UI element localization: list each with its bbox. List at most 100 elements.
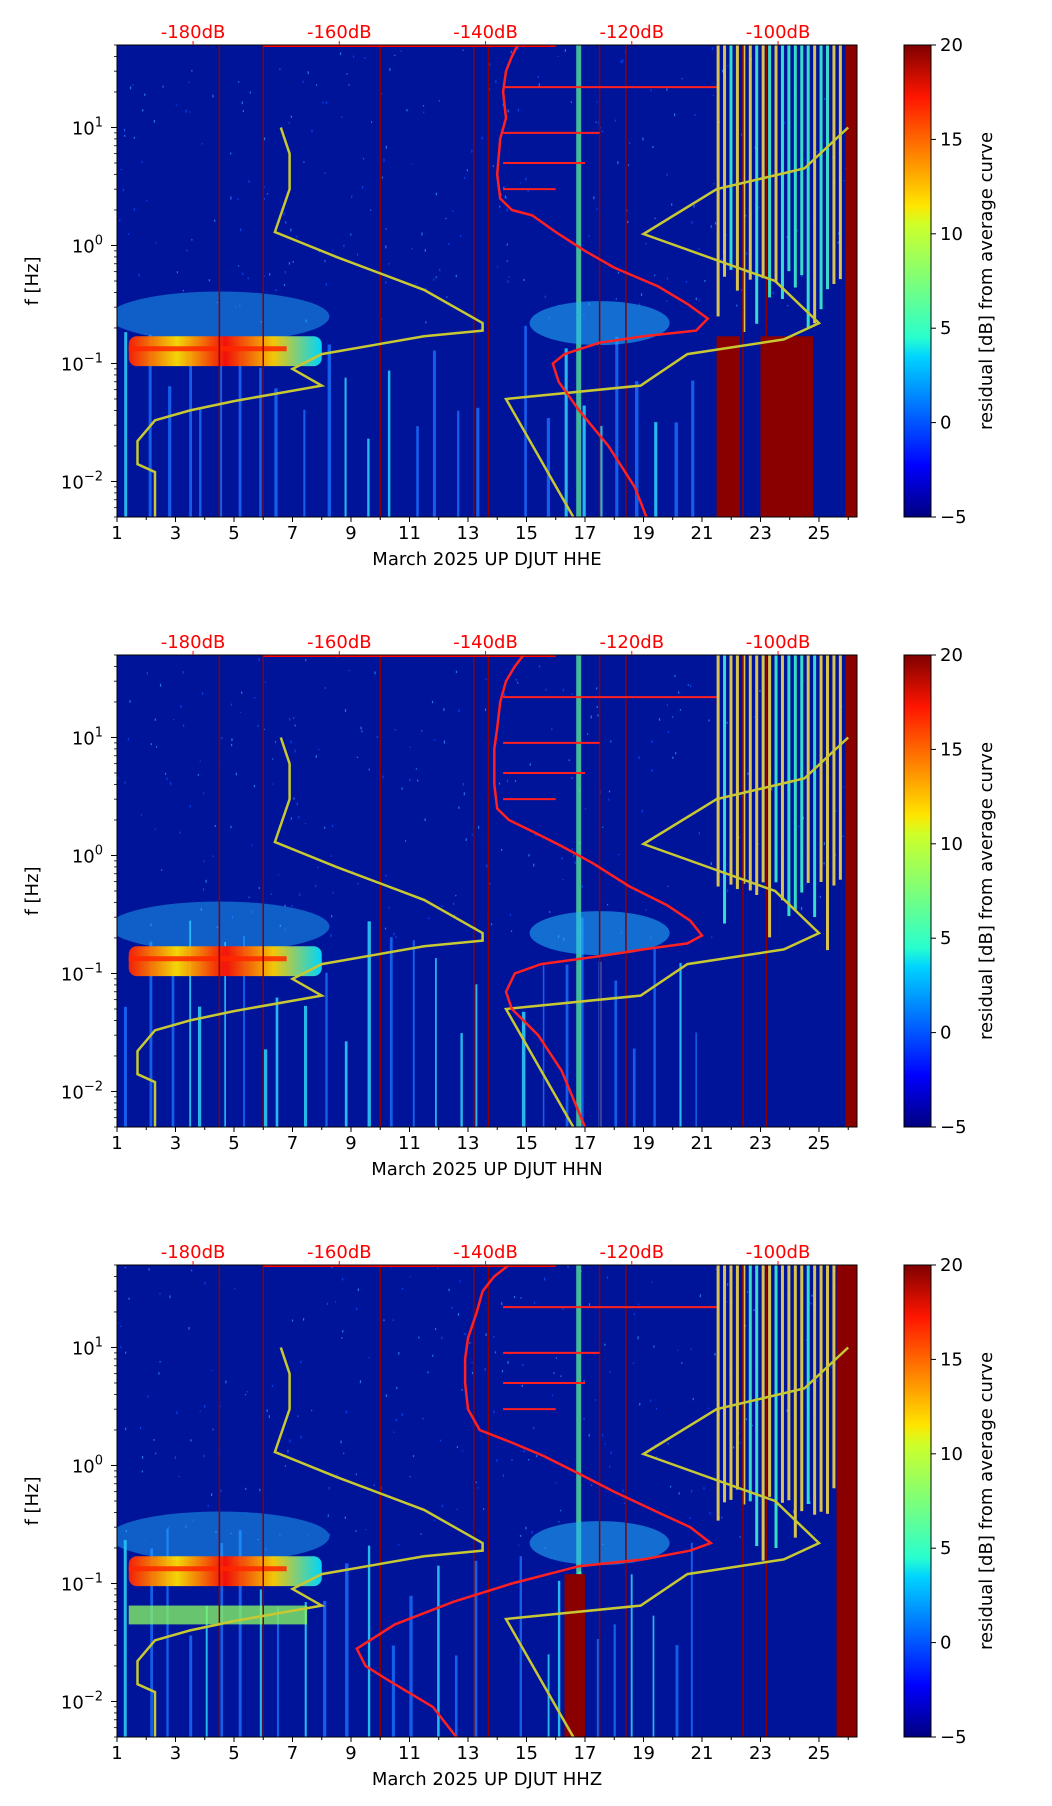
speckle — [183, 724, 185, 727]
speckle — [618, 854, 620, 856]
streak — [546, 418, 551, 517]
speckle — [441, 1504, 443, 1508]
speckle — [508, 276, 510, 278]
speckle — [373, 1484, 375, 1486]
speckle — [571, 777, 573, 779]
speckle — [650, 1399, 652, 1402]
speckle — [485, 678, 487, 680]
speckle — [725, 234, 727, 236]
streak — [632, 1048, 636, 1127]
speckle — [221, 737, 223, 739]
speckle — [361, 186, 364, 189]
hf-streak — [755, 45, 759, 324]
speckle — [637, 1336, 639, 1340]
speckle — [298, 815, 300, 819]
colorbar-tick-label: −5 — [940, 1117, 967, 1138]
microseism-blob — [117, 291, 330, 342]
speckle — [638, 303, 641, 306]
speckle — [810, 1302, 812, 1305]
x-tick-label: 11 — [398, 1133, 421, 1154]
speckle — [510, 930, 513, 932]
x-tick-label: 1 — [111, 523, 122, 544]
speckle — [507, 109, 509, 113]
speckle — [722, 69, 724, 73]
speckle — [484, 708, 487, 711]
x-tick-label: 17 — [574, 1133, 597, 1154]
x-tick-label: 23 — [749, 1743, 772, 1764]
speckle — [290, 817, 292, 820]
speckle — [678, 1492, 680, 1495]
speckle — [506, 260, 508, 262]
speckle — [727, 863, 729, 865]
streak — [614, 980, 618, 1127]
speckle — [214, 219, 216, 222]
speckle — [383, 1319, 385, 1322]
speckle — [296, 802, 298, 806]
speckle — [132, 84, 134, 86]
speckle — [182, 289, 184, 292]
speckle — [271, 1385, 273, 1387]
speckle — [714, 222, 717, 225]
speckle — [588, 1433, 590, 1437]
streak — [391, 1645, 395, 1737]
hf-streak — [723, 1265, 727, 1503]
hf-streak — [755, 655, 759, 896]
speckle — [203, 860, 205, 863]
speckle — [212, 855, 214, 857]
speckle — [376, 736, 378, 738]
speckle — [175, 104, 177, 107]
speckle — [265, 1547, 267, 1551]
speckle — [412, 1455, 415, 1458]
speckle — [293, 797, 295, 800]
colorbar — [903, 44, 932, 518]
speckle — [289, 718, 291, 721]
speckle — [341, 1337, 343, 1339]
colorbar-tick-label: 20 — [940, 1255, 963, 1276]
speckle — [370, 209, 372, 211]
colorbar-tick-label: 0 — [940, 1633, 951, 1654]
speckle — [154, 828, 156, 830]
speckle — [242, 110, 244, 113]
streak — [219, 341, 223, 517]
streak — [580, 917, 584, 1127]
speckle — [606, 1276, 608, 1279]
speckle — [596, 208, 598, 210]
speckle — [119, 219, 121, 222]
streak — [690, 1542, 693, 1737]
speckle — [503, 693, 506, 697]
red-curve — [493, 655, 704, 1127]
streak — [303, 409, 306, 517]
streak — [263, 1049, 268, 1127]
hf-streak — [723, 45, 727, 277]
streak — [675, 1645, 679, 1737]
speckle — [830, 1365, 832, 1368]
speckle — [714, 1352, 716, 1356]
speckle — [160, 869, 163, 871]
speckle — [306, 1534, 309, 1536]
top-db-label: -120dB — [599, 632, 664, 653]
speckle — [269, 273, 271, 276]
x-tick-label: 17 — [574, 523, 597, 544]
speckle — [266, 193, 269, 195]
speckle — [695, 297, 697, 301]
speckle — [581, 885, 583, 888]
speckle — [521, 1384, 523, 1387]
speckle — [495, 80, 497, 84]
speckle — [302, 1318, 305, 1321]
speckle — [212, 94, 214, 98]
streak — [123, 1539, 127, 1737]
yellow-curve — [136, 737, 484, 1127]
speckle — [305, 319, 307, 323]
speckle — [489, 882, 491, 885]
speckle — [368, 768, 370, 771]
speckle — [595, 121, 597, 123]
streak — [416, 426, 419, 517]
speckle — [216, 302, 218, 304]
bright-band — [576, 45, 582, 517]
hf-streak — [774, 655, 778, 883]
speckle — [287, 1449, 289, 1453]
speckle — [263, 186, 265, 188]
speckle — [142, 109, 144, 112]
